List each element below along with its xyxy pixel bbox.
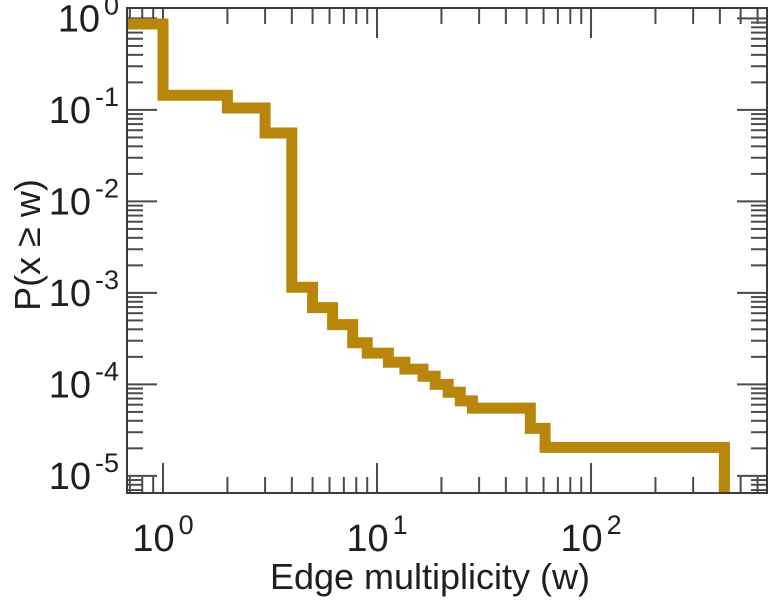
x-axis-title: Edge multiplicity (w)	[270, 556, 590, 597]
ccdf-curve	[127, 18, 730, 493]
y-tick-label: 10 -4	[49, 356, 119, 406]
x-tick-label: 10 1	[346, 510, 407, 560]
y-axis-title: P(x ≥ w)	[7, 179, 48, 311]
tick-labels: 10 0 10 1 10 2 10 0 10 -1 10 -2 10 -3 10 -4 10 -5	[49, 0, 622, 560]
y-tick-label: 10 -1	[49, 82, 119, 132]
x-tick-label: 10 0	[132, 510, 193, 560]
y-tick-label: 10 -2	[49, 173, 119, 223]
plot-area-border	[126, 7, 768, 494]
y-tick-label: 10 -3	[49, 265, 119, 315]
x-tick-label: 10 2	[560, 510, 621, 560]
axis-ticks	[127, 8, 767, 493]
y-tick-label: 10 -5	[49, 448, 119, 498]
y-tick-label: 10 0	[58, 0, 119, 40]
